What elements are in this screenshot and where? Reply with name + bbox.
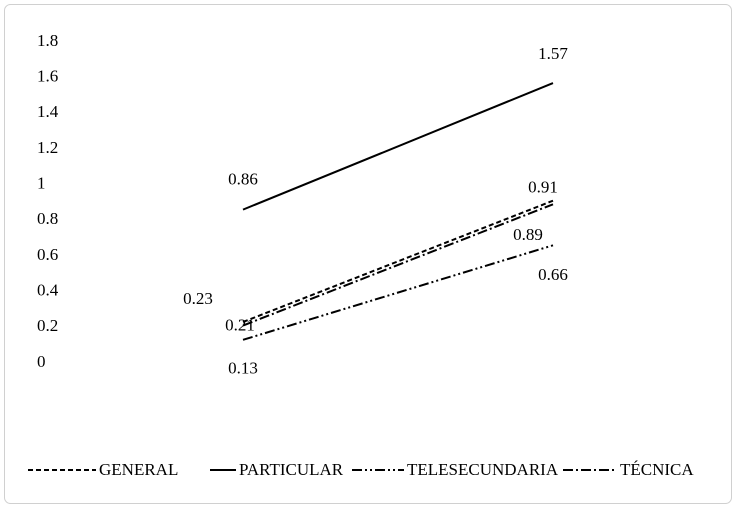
- data-label: 1.57: [538, 44, 568, 63]
- data-label: 0.13: [228, 359, 258, 378]
- data-label: 0.66: [538, 265, 568, 284]
- y-tick-label: 0: [37, 352, 46, 371]
- y-tick-label: 1.4: [37, 102, 59, 121]
- data-label: 0.89: [513, 225, 543, 244]
- y-tick-label: 1: [37, 174, 46, 193]
- y-tick-label: 0.6: [37, 245, 58, 264]
- legend-label: TÉCNICA: [620, 460, 694, 479]
- data-label: 0.23: [183, 289, 213, 308]
- series-line: [242, 203, 554, 327]
- data-label: 0.91: [528, 178, 558, 197]
- y-tick-label: 1.8: [37, 31, 58, 50]
- series-line: [242, 244, 554, 341]
- y-tick-label: 0.4: [37, 281, 59, 300]
- y-tick-label: 0.2: [37, 316, 58, 335]
- legend-label: GENERAL: [99, 460, 178, 479]
- data-label: 0.86: [228, 170, 258, 189]
- series-line: [242, 82, 554, 211]
- legend-label: PARTICULAR: [239, 460, 344, 479]
- data-label: 0.21: [225, 315, 255, 334]
- legend-label: TELESECUNDARIA: [407, 460, 559, 479]
- y-tick-label: 1.6: [37, 67, 58, 86]
- chart-border: [4, 4, 732, 504]
- y-tick-label: 1.2: [37, 138, 58, 157]
- y-tick-label: 0.8: [37, 209, 58, 228]
